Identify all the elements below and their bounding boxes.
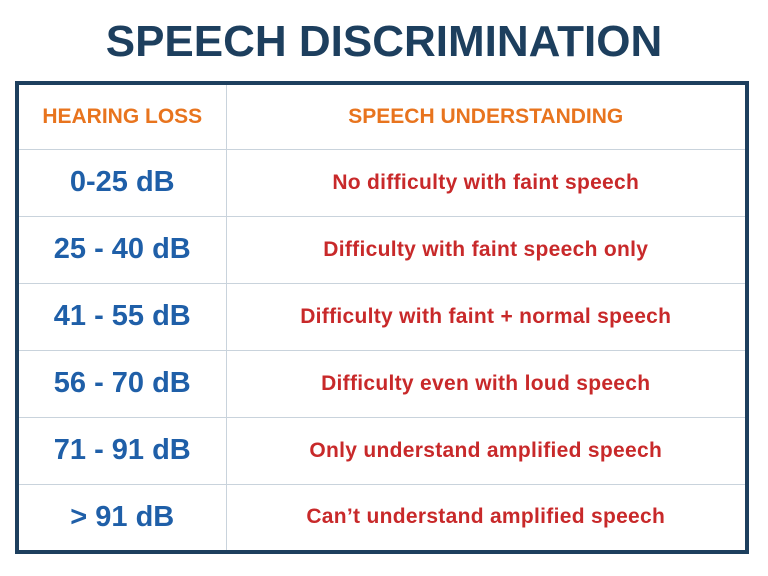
table-row: 25 - 40 dB Difficulty with faint speech … [19, 215, 745, 284]
hearing-loss-cell: > 91 dB [19, 483, 227, 550]
header-speech-understanding: SPEECH UNDERSTANDING [225, 85, 745, 150]
speech-understanding-cell: Only understand amplified speech [225, 416, 745, 485]
speech-understanding-cell: Difficulty even with loud speech [225, 349, 745, 418]
hearing-loss-cell: 71 - 91 dB [19, 416, 227, 485]
hearing-loss-cell: 56 - 70 dB [19, 349, 227, 418]
speech-understanding-cell: No difficulty with faint speech [225, 149, 745, 217]
hearing-loss-cell: 0-25 dB [19, 149, 227, 217]
table-header-row: HEARING LOSS SPEECH UNDERSTANDING [19, 85, 745, 150]
speech-understanding-cell: Difficulty with faint speech only [225, 215, 745, 284]
speech-understanding-cell: Can’t understand amplified speech [225, 483, 745, 550]
table-row: 0-25 dB No difficulty with faint speech [19, 149, 745, 217]
hearing-loss-table: HEARING LOSS SPEECH UNDERSTANDING 0-25 d… [19, 85, 745, 550]
page-title: SPEECH DISCRIMINATION [105, 17, 663, 66]
header-hearing-loss: HEARING LOSS [19, 85, 227, 150]
table-row: 56 - 70 dB Difficulty even with loud spe… [19, 349, 745, 418]
speech-understanding-cell: Difficulty with faint + normal speech [225, 282, 745, 351]
hearing-loss-cell: 41 - 55 dB [19, 282, 227, 351]
hearing-loss-table-frame: HEARING LOSS SPEECH UNDERSTANDING 0-25 d… [15, 81, 749, 554]
table-row: 41 - 55 dB Difficulty with faint + norma… [19, 282, 745, 351]
table-row: > 91 dB Can’t understand amplified speec… [19, 483, 745, 550]
table-row: 71 - 91 dB Only understand amplified spe… [19, 416, 745, 485]
hearing-loss-cell: 25 - 40 dB [19, 215, 227, 284]
